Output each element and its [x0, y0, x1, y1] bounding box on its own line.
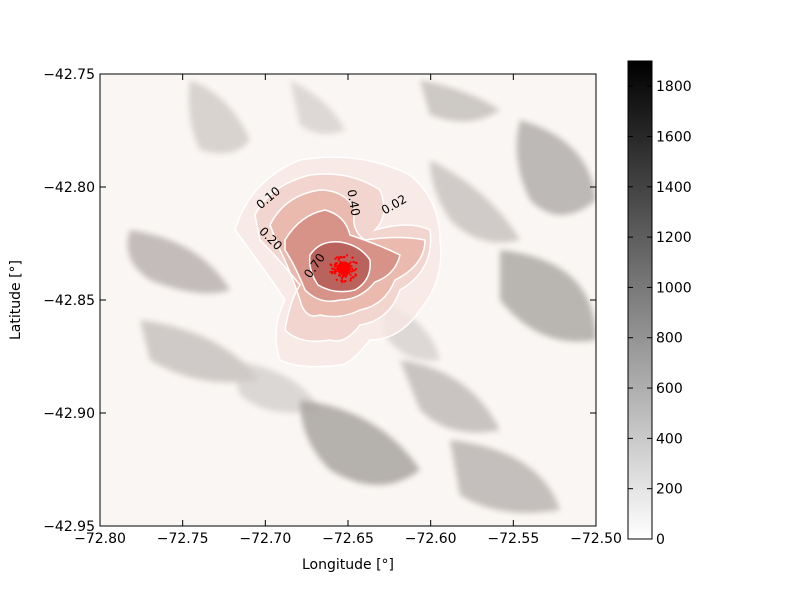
terrain-ridge: [290, 80, 345, 134]
x-axis-label: Longitude [°]: [302, 557, 394, 573]
y-axis-label: Latitude [°]: [8, 260, 24, 340]
x-tick-label: −72.55: [487, 531, 539, 547]
x-tick-label: −72.70: [239, 531, 291, 547]
colorbar-tick-label: 600: [656, 381, 683, 397]
vent-point: [351, 267, 354, 270]
colorbar-tick-label: 0: [656, 532, 665, 548]
vent-point: [349, 279, 352, 282]
vent-point: [352, 276, 355, 279]
vent-point: [343, 274, 346, 278]
colorbar-tick-label: 1200: [656, 230, 692, 246]
colorbar-gradient: [628, 61, 652, 539]
vent-point: [351, 256, 354, 259]
vent-point: [349, 273, 352, 276]
vent-point: [334, 270, 337, 273]
y-tick-label: −42.95: [43, 519, 95, 535]
colorbar: 0 200 400 600 800 1000 1200 1400 1600 1800: [627, 60, 692, 548]
vent-point: [333, 268, 337, 271]
x-tick-label: −72.80: [74, 531, 126, 547]
vent-point: [352, 260, 355, 264]
vent-point: [341, 280, 344, 284]
vent-point: [354, 261, 357, 264]
terrain-ridge: [300, 400, 420, 485]
vent-point: [354, 273, 357, 276]
vent-point: [345, 274, 348, 277]
terrain-ridge: [230, 360, 320, 413]
x-tick-label: −72.65: [322, 531, 374, 547]
y-axis: −42.75 −42.80 −42.85 −42.90 −42.95: [43, 67, 596, 535]
contour-label: 0.40: [344, 188, 362, 217]
vent-point: [349, 277, 352, 280]
vent-point: [341, 275, 345, 278]
vent-point: [334, 257, 337, 260]
contour-line-0.70: [308, 241, 371, 293]
vent-point: [329, 270, 332, 274]
colorbar-tick-label: 1800: [656, 79, 692, 95]
x-tick-label: −72.60: [405, 531, 457, 547]
vent-point: [334, 262, 337, 265]
vent-point: [342, 256, 345, 259]
vent-point: [349, 261, 352, 264]
vent-points: [329, 254, 358, 284]
colorbar-tick-label: 400: [656, 431, 683, 447]
terrain-relief: [127, 80, 596, 513]
vent-point: [329, 263, 332, 266]
terrain-ridge: [516, 120, 596, 215]
vent-point: [335, 278, 338, 281]
x-tick-label: −72.75: [157, 531, 209, 547]
y-tick-label: −42.90: [43, 406, 95, 422]
vent-point: [350, 265, 353, 268]
vent-point: [331, 267, 334, 270]
terrain-ridge: [500, 250, 596, 342]
vent-point: [339, 274, 342, 277]
vent-point: [344, 279, 347, 283]
colorbar-ticks: 0 200 400 600 800 1000 1200 1400 1600 1800: [628, 79, 692, 548]
probability-plume: [235, 157, 441, 367]
vent-center: [336, 261, 351, 276]
colorbar-tick-label: 1600: [656, 129, 692, 145]
contour-line-0.10: [254, 173, 432, 342]
terrain-ridge: [140, 320, 260, 383]
contour-line-0.40: [284, 209, 401, 302]
vent-point: [333, 265, 337, 268]
vent-point: [337, 258, 340, 262]
vent-point: [353, 269, 356, 272]
terrain-ridge: [127, 230, 230, 294]
y-tick-label: −42.80: [43, 180, 95, 196]
colorbar-tick-label: 800: [656, 331, 683, 347]
terrain-ridge: [188, 80, 250, 154]
terrain-ridge: [400, 360, 500, 433]
vent-point: [354, 267, 358, 271]
vent-point: [340, 256, 343, 259]
y-tick-label: −42.85: [43, 293, 95, 309]
colorbar-frame: [627, 60, 653, 540]
x-axis: −72.80 −72.75 −72.70 −72.65 −72.60 −72.55 −72.…: [74, 74, 622, 547]
contour-line-0.20: [269, 189, 426, 318]
terrain-ridge: [420, 80, 500, 122]
colorbar-tick-label: 200: [656, 482, 683, 498]
vent-point: [335, 256, 338, 259]
vent-point: [350, 270, 353, 273]
vent-point: [331, 270, 334, 274]
terrain-ridge: [430, 160, 520, 243]
colorbar-tick-label: 1400: [656, 180, 692, 196]
contour-lines: [234, 156, 442, 368]
y-tick-label: −42.75: [43, 67, 95, 83]
vent-point: [345, 254, 349, 257]
terrain-ridge: [450, 440, 560, 513]
colorbar-tick-label: 1000: [656, 280, 692, 296]
contour-line-0.02: [234, 156, 442, 368]
x-tick-label: −72.50: [570, 531, 622, 547]
